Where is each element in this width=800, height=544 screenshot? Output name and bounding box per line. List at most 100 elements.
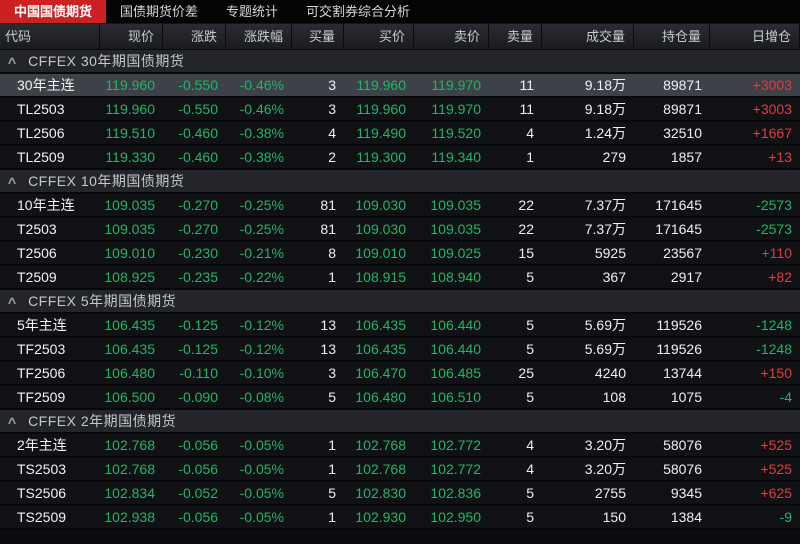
collapse-icon[interactable]: ∧ (5, 295, 19, 307)
tab-2[interactable]: 专题统计 (226, 4, 279, 19)
cell-ask_vol: 5 (526, 341, 534, 357)
cell-chg: -0.230 (178, 245, 218, 261)
column-header-6[interactable]: 卖价 (414, 24, 489, 50)
table-row[interactable]: TF2506 106.480 -0.110 -0.10% 3 106.470 106.485… (0, 362, 800, 386)
cell-chg: -0.056 (178, 437, 218, 453)
table-row[interactable]: T2506 109.010 -0.230 -0.21% 8 109.010 109.025 1… (0, 242, 800, 266)
table-row[interactable]: TF2509 106.500 -0.090 -0.08% 5 106.480 106.510… (0, 386, 800, 410)
cell-open_interest: 119526 (656, 341, 702, 357)
cell-ask_vol: 15 (518, 245, 534, 261)
tab-3[interactable]: 可交割券综合分析 (306, 4, 411, 19)
cell-bid_vol: 3 (328, 77, 336, 93)
column-header-2[interactable]: 涨跌 (163, 24, 226, 50)
cell-bid_vol: 3 (328, 101, 336, 117)
cell-code: T2509 (17, 269, 57, 285)
collapse-icon[interactable]: ∧ (5, 55, 19, 67)
cell-chg: -0.052 (178, 485, 218, 501)
table-row[interactable]: TL2506 119.510 -0.460 -0.38% 4 119.490 119.520… (0, 122, 800, 146)
cell-ask_vol: 11 (519, 77, 534, 93)
cell-code: 2年主连 (17, 437, 67, 453)
column-header-3[interactable]: 涨跌幅 (226, 24, 292, 50)
cell-oi_change: +110 (761, 245, 793, 261)
tab-1[interactable]: 国债期货价差 (120, 4, 199, 19)
table-row[interactable]: T2503 109.035 -0.270 -0.25% 81 109.030 109.035… (0, 218, 800, 242)
cell-chg_pct: -0.22% (239, 269, 284, 285)
column-header-8[interactable]: 成交量 (542, 24, 634, 50)
cell-oi_change: +525 (760, 437, 792, 453)
cell-bid_vol: 81 (320, 197, 336, 213)
cell-last: 106.480 (104, 365, 155, 381)
cell-ask: 108.940 (430, 269, 481, 285)
cell-bid_vol: 5 (328, 389, 336, 405)
cell-last: 119.510 (105, 125, 155, 141)
cell-bid: 106.480 (355, 389, 406, 405)
cell-volume: 279 (602, 149, 626, 165)
cell-ask_vol: 5 (526, 389, 534, 405)
table-row[interactable]: 10年主连 109.035 -0.270 -0.25% 81 109.030 109.035… (0, 194, 800, 218)
cell-ask_vol: 5 (526, 485, 534, 501)
cell-ask_vol: 22 (518, 221, 534, 237)
cell-volume: 4240 (594, 365, 626, 381)
table-row[interactable]: TL2509 119.330 -0.460 -0.38% 2 119.300 119.340… (0, 146, 800, 170)
cell-bid: 106.470 (355, 365, 406, 381)
cell-last: 109.035 (104, 221, 155, 237)
cell-chg: -0.460 (178, 149, 218, 165)
cell-ask: 119.970 (431, 77, 481, 93)
column-header-1[interactable]: 现价 (100, 24, 163, 50)
cell-open_interest: 9345 (670, 485, 702, 501)
cell-bid: 119.960 (356, 77, 406, 93)
cell-last: 109.035 (104, 197, 155, 213)
cell-ask: 119.520 (431, 125, 481, 141)
column-header-5[interactable]: 买价 (344, 24, 414, 50)
table-row[interactable]: 30年主连 119.960 -0.550 -0.46% 3 119.960 119.970 1… (0, 74, 800, 98)
cell-oi_change: -4 (779, 389, 792, 405)
cell-code: T2503 (17, 221, 57, 237)
cell-ask_vol: 4 (526, 125, 534, 141)
table-row[interactable]: TF2503 106.435 -0.125 -0.12% 13 106.435 106.44… (0, 338, 800, 362)
cell-last: 102.768 (104, 437, 155, 453)
cell-chg: -0.550 (178, 101, 218, 117)
table-row[interactable]: TS2506 102.834 -0.052 -0.05% 5 102.830 102.836… (0, 482, 800, 506)
section-header[interactable]: ∧ CFFEX 5年期国债期货 (0, 290, 800, 314)
collapse-icon[interactable]: ∧ (5, 175, 19, 187)
column-header-7[interactable]: 卖量 (489, 24, 542, 50)
cell-open_interest: 13744 (663, 365, 702, 381)
table-row[interactable]: 5年主连 106.435 -0.125 -0.12% 13 106.435 106.440 5… (0, 314, 800, 338)
section-header[interactable]: ∧ CFFEX 30年期国债期货 (0, 50, 800, 74)
table-row[interactable]: T2509 108.925 -0.235 -0.22% 1 108.915 108.940 5… (0, 266, 800, 290)
cell-oi_change: +3003 (752, 101, 792, 117)
cell-open_interest: 1075 (670, 389, 702, 405)
cell-chg_pct: -0.10% (239, 365, 284, 381)
cell-chg_pct: -0.21% (239, 245, 284, 261)
cell-chg: -0.056 (178, 461, 218, 477)
quote-table-body: ∧ CFFEX 30年期国债期货 30年主连 119.960 -0.550 -0.46% 3… (0, 50, 800, 530)
collapse-icon[interactable]: ∧ (5, 415, 19, 427)
cell-chg_pct: -0.12% (239, 341, 284, 357)
table-row[interactable]: TS2509 102.938 -0.056 -0.05% 1 102.930 102.950… (0, 506, 800, 530)
cell-ask_vol: 22 (518, 197, 534, 213)
table-row[interactable]: TS2503 102.768 -0.056 -0.05% 1 102.768 102.772… (0, 458, 800, 482)
cell-ask: 106.485 (430, 365, 481, 381)
table-row[interactable]: TL2503 119.960 -0.550 -0.46% 3 119.960 119.970… (0, 98, 800, 122)
column-header-9[interactable]: 持仓量 (634, 24, 710, 50)
cell-code: TF2509 (17, 389, 66, 405)
section-header[interactable]: ∧ CFFEX 10年期国债期货 (0, 170, 800, 194)
cell-code: TL2509 (17, 149, 65, 165)
cell-open_interest: 171645 (655, 221, 702, 237)
table-row[interactable]: 2年主连 102.768 -0.056 -0.05% 1 102.768 102.772 4 3… (0, 434, 800, 458)
cell-volume: 150 (602, 509, 626, 525)
tab-0[interactable]: 中国国债期货 (0, 0, 107, 23)
cell-oi_change: +625 (760, 485, 792, 501)
cell-last: 102.768 (104, 461, 155, 477)
cell-open_interest: 1384 (670, 509, 702, 525)
cell-ask: 109.035 (430, 197, 481, 213)
cell-bid: 119.300 (356, 149, 406, 165)
cell-oi_change: +1667 (752, 125, 792, 141)
column-header-10[interactable]: 日增仓 (710, 24, 800, 50)
cell-open_interest: 171645 (655, 197, 702, 213)
section-header[interactable]: ∧ CFFEX 2年期国债期货 (0, 410, 800, 434)
column-header-4[interactable]: 买量 (292, 24, 344, 50)
column-header-0[interactable]: 代码 (0, 24, 100, 50)
cell-bid: 119.490 (356, 125, 406, 141)
section-title: CFFEX 2年期国债期货 (28, 413, 177, 429)
